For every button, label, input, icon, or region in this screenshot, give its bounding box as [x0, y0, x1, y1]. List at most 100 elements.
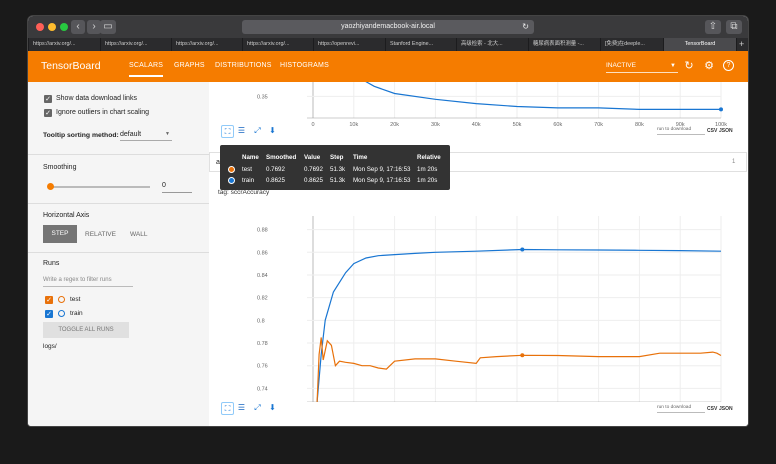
minimize-window-button[interactable] — [48, 23, 56, 31]
new-tab-icon[interactable]: + — [736, 38, 748, 51]
tooltip-sorting-select[interactable]: default ▼ — [120, 128, 172, 141]
chart-tag-title: tag: sccrAccuracy — [218, 189, 270, 196]
series-line-train — [365, 82, 721, 110]
smoothing-input[interactable]: 0 — [162, 180, 192, 193]
browser-tab[interactable]: https://arxiv.org/... — [171, 38, 242, 51]
back-icon[interactable]: ‹ — [71, 20, 85, 34]
browser-tab[interactable]: 高级检索 - 北大... — [456, 38, 528, 51]
run-train-color-icon — [58, 310, 65, 317]
csv-link[interactable]: CSV — [707, 406, 718, 412]
json-link[interactable]: JSON — [719, 406, 733, 412]
chevron-down-icon: ▼ — [670, 63, 676, 69]
tab-scalars[interactable]: SCALARS — [129, 62, 164, 77]
tooltip-sorting-label: Tooltip sorting method: — [43, 132, 119, 139]
download-icon[interactable]: ⬇ — [269, 403, 276, 412]
reload-icon[interactable]: ↻ — [522, 22, 529, 31]
download-run-select[interactable]: run to download — [657, 404, 705, 413]
address-bar[interactable]: yaozhiyandemacbook-air.local ↻ — [242, 20, 534, 34]
browser-tab[interactable]: https://openrevi... — [313, 38, 385, 51]
tab-distributions[interactable]: DISTRIBUTIONS — [215, 62, 272, 69]
plugin-select[interactable]: INACTIVE ▼ — [606, 60, 678, 73]
tooltip-train-smoothed: 0.8625 — [266, 177, 285, 184]
axis-wall-button[interactable]: WALL — [130, 231, 148, 238]
axis-step-button[interactable]: STEP — [43, 225, 77, 243]
section-count: 1 — [732, 159, 736, 165]
divider — [28, 203, 209, 204]
ignore-outliers-label: Ignore outliers in chart scaling — [56, 109, 149, 116]
browser-tab[interactable]: Stanford Engine... — [385, 38, 456, 51]
runs-filter-input[interactable]: Write a regex to filter runs — [43, 274, 133, 287]
fit-domain-icon[interactable]: ⛶ — [221, 125, 234, 138]
tooltip-train-time: Mon Sep 9, 17:16:53 — [353, 177, 411, 184]
divider — [28, 252, 209, 253]
help-icon[interactable]: ? — [723, 60, 734, 71]
tab-graphs[interactable]: GRAPHS — [174, 62, 205, 69]
refresh-icon[interactable]: ↻ — [684, 60, 694, 72]
share-icon[interactable]: ⇧ — [705, 20, 721, 34]
section-title: a — [216, 159, 220, 166]
tooltip-train-relative: 1m 20s — [417, 177, 438, 184]
y-tick-label: 0.86 — [257, 250, 268, 256]
close-window-button[interactable] — [36, 23, 44, 31]
y-tick-label: 0.76 — [257, 364, 268, 370]
y-tick-label: 0.78 — [257, 341, 268, 347]
maximize-window-button[interactable] — [60, 23, 68, 31]
browser-window: ‹ › ▭ yaozhiyandemacbook-air.local ↻ ⇧ ⧉… — [28, 16, 748, 426]
tooltip-train-color-icon — [228, 177, 235, 184]
x-tick-label: 40k — [472, 122, 481, 128]
browser-tab-strip: https://arxiv.org/... https://arxiv.org/… — [28, 38, 748, 51]
browser-tab[interactable]: https://arxiv.org/... — [28, 38, 100, 51]
plugin-select-value: INACTIVE — [606, 62, 636, 69]
x-tick-label: 0 — [311, 122, 314, 128]
sidebar-toggle-icon[interactable]: ▭ — [100, 20, 116, 34]
series-line-train — [316, 248, 722, 402]
tooltip-test-time: Mon Sep 9, 17:16:53 — [353, 166, 411, 173]
title-bar: ‹ › ▭ yaozhiyandemacbook-air.local ↻ ⇧ ⧉ — [28, 16, 748, 38]
browser-tab[interactable]: https://arxiv.org/... — [242, 38, 313, 51]
tooltip-header-step: Step — [330, 154, 344, 161]
smoothing-value: 0 — [162, 182, 166, 189]
download-run-select[interactable]: run to download — [657, 126, 705, 135]
expand-chart-icon[interactable]: ⤢ — [254, 403, 261, 412]
json-link[interactable]: JSON — [719, 128, 733, 134]
x-tick-label: 30k — [431, 122, 440, 128]
runs-label: Runs — [43, 260, 60, 267]
smoothing-slider-handle[interactable] — [47, 183, 54, 190]
expand-chart-icon[interactable]: ⤢ — [254, 126, 261, 135]
log-scale-icon[interactable]: ☰ — [237, 403, 246, 412]
hover-point-train — [719, 107, 723, 112]
browser-tab[interactable]: [免费]在deeple... — [600, 38, 663, 51]
run-train-checkbox[interactable]: ✓ — [45, 310, 53, 318]
show-download-checkbox[interactable]: ✓ — [44, 95, 52, 103]
sidebar: ✓ Show data download links ✓ Ignore outl… — [28, 82, 210, 426]
chart-card-top: 0 10k 20k 30k 40k 50k 60k 70k 80k 90k 100k 0.35 ⛶ ☰… — [209, 82, 747, 142]
tooltip-sorting-value: default — [120, 131, 142, 138]
log-scale-icon[interactable]: ☰ — [237, 126, 246, 135]
forward-icon[interactable]: › — [87, 20, 101, 34]
tooltip-train-step: 51.3k — [330, 177, 346, 184]
chart-accuracy-svg: 010k20k30k40k50k60k70k80k90k100k0.880.86… — [257, 216, 722, 402]
tab-histograms[interactable]: HISTOGRAMS — [280, 62, 329, 69]
download-icon[interactable]: ⬇ — [269, 126, 276, 135]
browser-tab[interactable]: 糖尿病表面积测量 -... — [528, 38, 600, 51]
browser-tab-active[interactable]: TensorBoard — [663, 38, 736, 51]
smoothing-slider[interactable] — [50, 186, 150, 188]
csv-link[interactable]: CSV — [707, 128, 718, 134]
chevron-down-icon: ▼ — [165, 131, 170, 137]
show-download-label: Show data download links — [56, 95, 137, 102]
x-tick-label: 50k — [513, 122, 522, 128]
url-text: yaozhiyandemacbook-air.local — [341, 23, 435, 30]
x-tick-label: 90k — [676, 122, 685, 128]
series-line-test — [316, 337, 722, 402]
tabs-overview-icon[interactable]: ⧉ — [726, 20, 742, 34]
toggle-all-runs-button[interactable]: TOGGLE ALL RUNS — [43, 322, 129, 338]
ignore-outliers-checkbox[interactable]: ✓ — [44, 109, 52, 117]
axis-relative-button[interactable]: RELATIVE — [85, 231, 116, 238]
x-tick-label: 60k — [553, 122, 562, 128]
run-test-checkbox[interactable]: ✓ — [45, 296, 53, 304]
y-tick-label: 0.88 — [257, 228, 268, 234]
browser-tab[interactable]: https://arxiv.org/... — [100, 38, 171, 51]
fit-domain-icon[interactable]: ⛶ — [221, 402, 234, 415]
tooltip-header-time: Time — [353, 154, 368, 161]
gear-icon[interactable]: ⚙ — [704, 60, 714, 72]
